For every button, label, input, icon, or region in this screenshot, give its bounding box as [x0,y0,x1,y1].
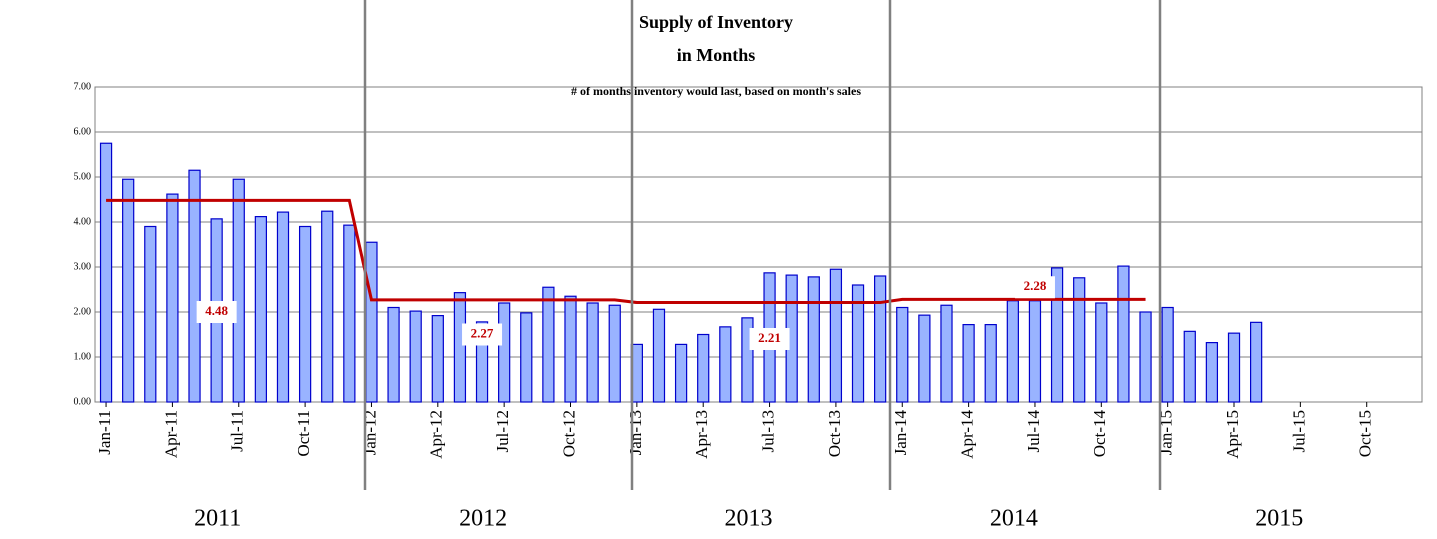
bar [697,333,710,403]
bar [1205,342,1219,403]
y-tick-label: 2.00 [74,306,92,317]
year-label: 2012 [459,506,507,532]
x-tick-label: Jul-15 [1289,410,1308,453]
label-box [196,301,237,323]
bar [1161,306,1174,403]
bar [498,302,511,403]
bar [409,310,422,403]
bar [453,292,467,403]
x-tick-label: Oct-14 [1090,410,1109,458]
x-tick-label: Oct-11 [294,410,313,457]
x-tick-label: Oct-13 [825,410,844,457]
average-label: 4.48 [205,303,228,318]
bar [232,178,245,403]
y-tick-label: 7.00 [74,81,92,92]
bar [1227,332,1241,403]
bar [652,308,666,403]
bar [807,276,820,403]
x-tick-label: Jan-12 [360,410,379,455]
bar [431,315,444,403]
average-line [106,198,1146,305]
bar [940,304,953,403]
bar [896,306,909,403]
x-tick-label: Apr-13 [692,410,711,459]
average-label: 2.21 [758,330,781,345]
bar [298,225,312,403]
bar [851,284,865,403]
y-tick-label: 6.00 [74,126,92,137]
bar [1006,300,1019,403]
bar [1249,321,1263,403]
bar [962,324,975,403]
bar [984,324,997,403]
bar [520,312,533,403]
bar [343,224,356,403]
chart-title: Supply of Inventory [639,12,793,32]
average-label: 2.28 [1024,278,1047,293]
bar [741,317,754,403]
bar [1073,277,1086,403]
bar [1139,311,1152,403]
bar [1095,302,1108,403]
bar [542,286,555,403]
bar [276,211,290,403]
bar [719,326,732,403]
bar [1050,267,1064,403]
x-tick-label: Apr-11 [161,410,180,458]
bar [387,306,400,403]
average-label: 2.27 [471,325,494,340]
bar [144,225,157,403]
bar [674,343,688,403]
chart-subtitle: # of months inventory would last, based … [571,84,861,98]
bar [321,210,334,403]
label-box [462,323,503,346]
bar [475,321,489,403]
x-tick-label: Oct-15 [1356,410,1375,457]
year-label: 2011 [194,506,241,532]
plot-frame [94,86,1423,403]
year-label: 2014 [990,506,1038,532]
x-tick-label: Oct-12 [559,410,578,457]
y-tick-label: 1.00 [74,351,92,362]
bar [829,268,843,403]
y-tick-label: 0.00 [74,396,92,407]
bar [608,304,621,403]
bar [918,314,931,403]
x-tick-label: Jan-14 [891,410,910,456]
chart-title-line2: in Months [677,45,756,65]
x-tick-label: Jan-11 [95,410,114,455]
y-tick-label: 5.00 [74,171,92,182]
x-tick-label: Apr-15 [1223,410,1242,459]
x-tick-label: Jan-13 [626,410,645,455]
x-tick-label: Jul-13 [758,410,777,453]
bar [874,275,887,403]
y-tick-label: 3.00 [74,261,92,272]
label-box [749,328,790,350]
x-tick-label: Jul-14 [1024,410,1043,453]
x-tick-label: Apr-12 [427,410,446,459]
year-label: 2015 [1255,506,1303,532]
x-tick-label: Jul-12 [493,410,512,453]
bar [122,178,135,403]
x-tick-label: Jan-15 [1157,410,1176,455]
bar [586,302,599,403]
bar [1028,300,1042,403]
bar [99,142,113,403]
bar [365,241,378,403]
bar [166,193,179,403]
bar [254,216,268,403]
bar [564,295,577,403]
bar [188,169,201,403]
x-tick-label: Jul-11 [228,410,247,452]
y-tick-label: 4.00 [74,216,92,227]
bar [1117,265,1130,403]
year-label: 2013 [725,506,773,532]
x-tick-label: Apr-14 [958,410,977,459]
bar [1183,330,1196,403]
label-box [1014,276,1055,299]
